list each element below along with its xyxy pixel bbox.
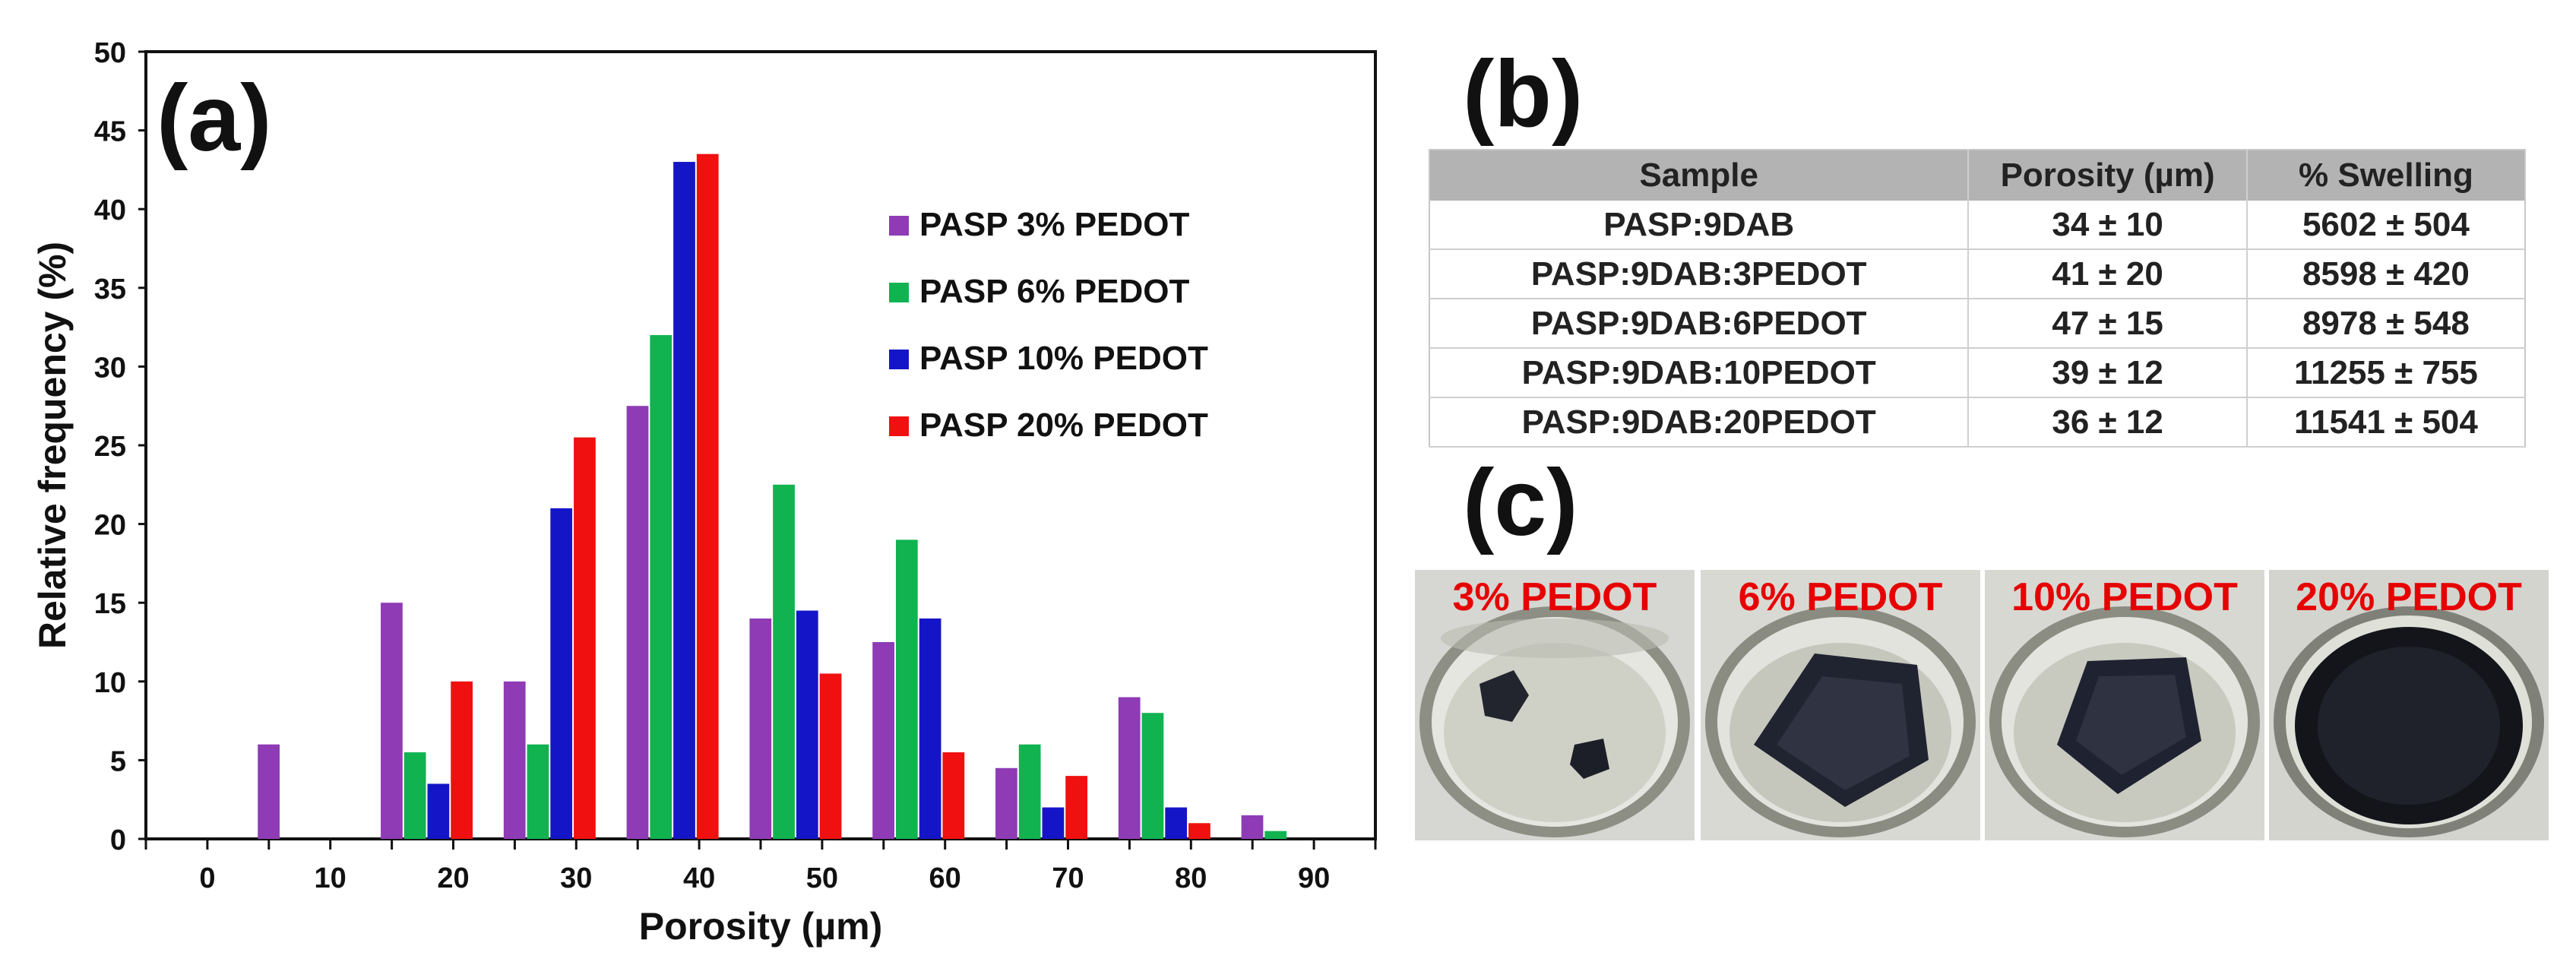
x-tick-label: 90: [1298, 862, 1330, 894]
photo-20pct-pedot: 20% PEDOT: [2269, 570, 2549, 840]
bar-pasp-3-pedot-80: [1118, 697, 1141, 839]
x-axis-label: Porosity (µm): [639, 905, 883, 948]
table-row: PASP:9DAB:3PEDOT 41 ± 20 8598 ± 420: [1429, 249, 2525, 299]
y-tick-label: 40: [94, 195, 126, 226]
cell-sample: PASP:9DAB:20PEDOT: [1429, 397, 1970, 448]
bar-pasp-20-pedot-20: [451, 681, 473, 839]
table-header-row: Sample Porosity (µm) % Swelling: [1429, 150, 2525, 201]
bar-pasp-3-pedot-60: [872, 642, 894, 839]
header-sample: Sample: [1429, 150, 1970, 201]
y-tick-label: 10: [94, 667, 126, 699]
panel-label-b: (b): [1463, 42, 1584, 147]
cell-sample: PASP:9DAB:3PEDOT: [1429, 249, 1970, 299]
cell-porosity: 47 ± 15: [1968, 299, 2248, 349]
x-tick-label: 60: [929, 862, 961, 894]
cell-swelling: 5602 ± 504: [2246, 201, 2525, 250]
x-tick-label: 20: [437, 862, 469, 894]
bar-pasp-6-pedot-30: [527, 744, 549, 839]
bar-pasp-6-pedot-90: [1264, 831, 1287, 839]
photo-6pct-pedot: 6% PEDOT: [1701, 570, 1980, 840]
bar-pasp-3-pedot-10: [258, 744, 280, 839]
bar-pasp-3-pedot-50: [749, 618, 772, 839]
bar-pasp-20-pedot-70: [1065, 776, 1088, 839]
bar-pasp-10-pedot-70: [1042, 807, 1065, 839]
x-tick-label: 40: [683, 862, 715, 894]
legend-swatch: [889, 350, 909, 369]
table-row: PASP:9DAB:6PEDOT 47 ± 15 8978 ± 548: [1429, 299, 2525, 349]
bar-pasp-10-pedot-80: [1165, 807, 1188, 839]
bar-pasp-6-pedot-20: [403, 752, 426, 839]
bar-pasp-20-pedot-50: [819, 673, 842, 839]
header-swelling: % Swelling: [2246, 150, 2525, 201]
photo-caption: 3% PEDOT: [1452, 575, 1657, 619]
y-tick-label: 0: [110, 824, 126, 856]
legend-label: PASP 10% PEDOT: [919, 340, 1208, 377]
bar-pasp-10-pedot-60: [919, 618, 941, 839]
x-tick-label: 50: [806, 862, 838, 894]
bar-pasp-10-pedot-50: [796, 610, 818, 839]
cell-swelling: 8598 ± 420: [2246, 249, 2525, 299]
y-tick-label: 30: [94, 352, 126, 384]
x-tick-label: 10: [315, 862, 347, 894]
legend-label: PASP 3% PEDOT: [919, 206, 1189, 243]
cell-porosity: 34 ± 10: [1968, 201, 2248, 250]
legend-label: PASP 6% PEDOT: [919, 273, 1189, 310]
table-row: PASP:9DAB:10PEDOT 39 ± 12 11255 ± 755: [1429, 348, 2525, 398]
table-row: PASP:9DAB 34 ± 10 5602 ± 504: [1429, 201, 2525, 250]
bar-pasp-6-pedot-40: [650, 334, 672, 840]
legend-label: PASP 20% PEDOT: [919, 407, 1208, 444]
bar-pasp-3-pedot-30: [503, 681, 526, 839]
panel-label-c: (c): [1463, 451, 1578, 555]
y-tick-label: 45: [94, 116, 126, 148]
bar-pasp-3-pedot-70: [995, 767, 1017, 839]
cell-swelling: 11255 ± 755: [2246, 348, 2525, 398]
cell-sample: PASP:9DAB:10PEDOT: [1429, 348, 1970, 398]
photo-caption: 10% PEDOT: [2011, 575, 2238, 619]
cell-swelling: 8978 ± 548: [2246, 299, 2525, 349]
bar-pasp-6-pedot-70: [1018, 744, 1041, 839]
y-tick-label: 50: [94, 37, 126, 69]
photo-10pct-pedot: 10% PEDOT: [1985, 570, 2264, 840]
header-porosity: Porosity (µm): [1968, 150, 2248, 201]
bar-pasp-6-pedot-60: [895, 540, 918, 839]
bar-pasp-3-pedot-90: [1241, 815, 1264, 839]
x-tick-label: 30: [560, 862, 592, 894]
histogram-chart: 0 5 10 15 20 25 30 35 40 45 50 0 10 20 30 40 50 60 70 80 90 P…: [31, 37, 1377, 948]
cell-swelling: 11541 ± 504: [2246, 397, 2525, 448]
bar-pasp-3-pedot-20: [381, 603, 403, 839]
x-tick-label: 80: [1175, 862, 1207, 894]
bar-pasp-3-pedot-40: [626, 406, 649, 839]
legend-swatch: [889, 216, 909, 236]
cell-porosity: 41 ± 20: [1968, 249, 2248, 299]
legend-swatch: [889, 416, 909, 436]
y-tick-label: 35: [94, 274, 126, 305]
y-tick-label: 15: [94, 588, 126, 620]
cell-porosity: 39 ± 12: [1968, 348, 2248, 398]
properties-table: Sample Porosity (µm) % Swelling PASP:9DA…: [1429, 149, 2526, 448]
x-tick-label: 70: [1052, 862, 1084, 894]
y-axis-label: Relative frequency (%): [31, 242, 74, 649]
y-tick-label: 5: [110, 745, 126, 777]
x-tick-label: 0: [199, 862, 215, 894]
y-tick-label: 20: [94, 510, 126, 542]
bar-pasp-6-pedot-50: [773, 484, 795, 839]
y-tick-label: 25: [94, 431, 126, 463]
photo-caption: 6% PEDOT: [1738, 575, 1943, 619]
bar-pasp-10-pedot-20: [427, 783, 450, 839]
cell-sample: PASP:9DAB:6PEDOT: [1429, 299, 1970, 349]
panel-label-a: (a): [157, 66, 272, 171]
legend-swatch: [889, 283, 909, 302]
photo-3pct-pedot: 3% PEDOT: [1415, 570, 1695, 840]
bar-pasp-10-pedot-30: [550, 508, 573, 839]
cell-porosity: 36 ± 12: [1968, 397, 2248, 448]
bar-pasp-20-pedot-30: [574, 437, 596, 839]
bar-pasp-20-pedot-80: [1188, 823, 1210, 839]
table-row: PASP:9DAB:20PEDOT 36 ± 12 11541 ± 504: [1429, 397, 2525, 448]
bar-pasp-20-pedot-40: [696, 153, 719, 839]
photo-caption: 20% PEDOT: [2296, 575, 2522, 619]
bar-pasp-10-pedot-40: [673, 162, 695, 840]
cell-sample: PASP:9DAB: [1429, 201, 1970, 250]
bar-pasp-20-pedot-60: [942, 752, 965, 839]
bar-pasp-6-pedot-80: [1141, 713, 1164, 839]
